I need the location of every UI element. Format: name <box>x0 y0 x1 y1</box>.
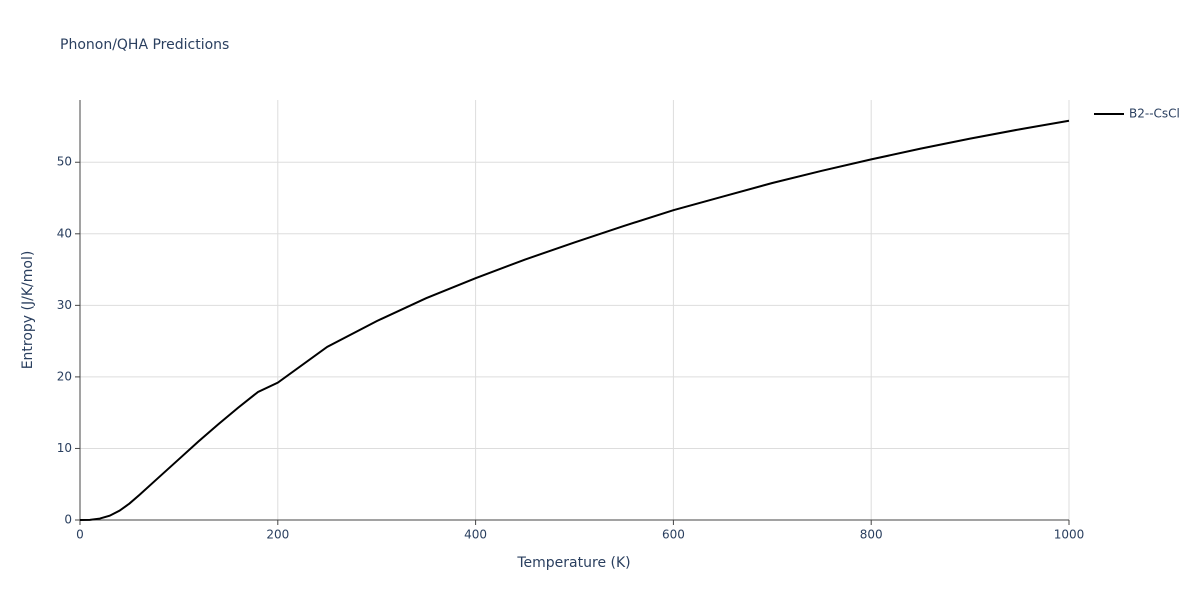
chart-title: Phonon/QHA Predictions <box>60 37 229 53</box>
x-tick-label: 400 <box>464 528 487 542</box>
x-tick-label: 0 <box>76 528 84 542</box>
y-tick-label: 30 <box>57 298 72 312</box>
y-tick-label: 0 <box>64 513 72 527</box>
y-axis-label: Entropy (J/K/mol) <box>20 251 36 370</box>
x-axis-label: Temperature (K) <box>516 555 630 571</box>
y-tick-label: 10 <box>57 441 72 455</box>
x-tick-label: 200 <box>266 528 289 542</box>
y-tick-label: 50 <box>57 155 72 169</box>
x-tick-label: 800 <box>860 528 883 542</box>
line-series <box>79 119 1070 521</box>
legend-label: B2--CsCl <box>1129 107 1180 121</box>
x-tick-label: 1000 <box>1054 528 1085 542</box>
y-tick-label: 40 <box>57 226 72 240</box>
x-tick-label: 600 <box>662 528 685 542</box>
y-tick-label: 20 <box>57 369 72 383</box>
